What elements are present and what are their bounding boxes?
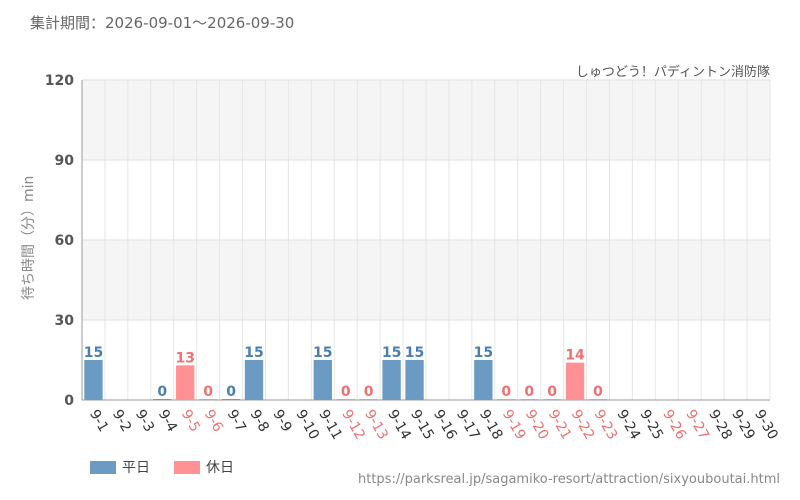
x-tick-label: 9-14	[384, 407, 414, 443]
x-tick-label: 9-5	[178, 407, 203, 435]
x-tick-label: 9-26	[659, 407, 689, 443]
bar-9-23	[588, 399, 608, 400]
bar-9-21	[542, 399, 562, 400]
bar-9-19	[497, 399, 516, 400]
bar-9-13	[359, 399, 378, 400]
legend-weekday[interactable]: 平日	[90, 457, 150, 477]
bar-value-label: 0	[226, 384, 236, 400]
bar-9-15	[405, 360, 424, 400]
bar-9-8	[244, 360, 264, 400]
bar-value-label: 15	[244, 345, 263, 361]
x-tick-label: 9-2	[109, 407, 134, 435]
x-tick-label: 9-18	[476, 407, 506, 443]
x-tick-label: 9-16	[430, 407, 460, 443]
bar-value-label: 15	[84, 345, 103, 361]
bar-value-label: 0	[364, 384, 374, 400]
x-tick-label: 9-9	[269, 407, 294, 435]
bar-value-label: 14	[565, 348, 585, 364]
bar-value-label: 0	[547, 384, 557, 400]
bar-value-label: 0	[524, 384, 534, 400]
x-tick-label: 9-7	[224, 407, 249, 435]
source-url[interactable]: https://parksreal.jp/sagamiko-resort/att…	[358, 472, 780, 487]
bar-9-1	[84, 360, 103, 400]
x-tick-label: 9-10	[292, 407, 322, 443]
holiday-swatch	[174, 460, 200, 474]
x-tick-label: 9-30	[751, 407, 781, 443]
x-tick-label: 9-6	[201, 407, 226, 435]
x-tick-label: 9-29	[728, 407, 758, 443]
bar-value-label: 0	[203, 384, 213, 400]
y-tick-label: 90	[55, 153, 75, 169]
x-tick-label: 9-3	[132, 407, 157, 435]
x-tick-label: 9-25	[636, 407, 666, 443]
y-tick-label: 0	[64, 393, 74, 409]
legend-holiday-label: 休日	[206, 460, 234, 476]
bar-9-5	[176, 365, 195, 400]
x-tick-label: 9-4	[155, 407, 180, 435]
bar-9-22	[565, 362, 585, 400]
legend-weekday-label: 平日	[122, 460, 150, 476]
x-tick-label: 9-20	[522, 407, 552, 443]
bar-9-14	[382, 360, 401, 400]
y-tick-label: 60	[55, 233, 75, 249]
x-tick-label: 9-15	[407, 407, 437, 443]
period-label: 集計期間：2026-09-01～2026-09-30	[30, 14, 295, 32]
bar-value-label: 0	[593, 384, 603, 400]
x-tick-label: 9-12	[338, 407, 368, 443]
x-tick-label: 9-13	[361, 407, 391, 443]
bar-value-label: 13	[175, 350, 194, 366]
weekday-swatch	[90, 460, 116, 474]
x-tick-label: 9-22	[568, 407, 598, 443]
legend: 平日 休日	[90, 457, 234, 477]
x-tick-label: 9-19	[499, 407, 529, 443]
bar-value-label: 15	[313, 345, 332, 361]
bar-9-11	[313, 360, 332, 400]
x-tick-label: 9-11	[315, 407, 345, 443]
x-tick-label: 9-1	[86, 407, 111, 435]
x-tick-label: 9-17	[453, 407, 483, 443]
bar-value-label: 0	[501, 384, 511, 400]
bar-value-label: 15	[474, 345, 493, 361]
attraction-name: しゅつどう！パディントン消防隊	[575, 65, 770, 80]
y-tick-label: 30	[55, 313, 75, 329]
legend-holiday[interactable]: 休日	[174, 457, 234, 477]
bar-9-12	[336, 399, 355, 400]
bar-9-6	[198, 399, 218, 400]
x-tick-label: 9-24	[613, 407, 643, 443]
bar-value-label: 0	[157, 384, 167, 400]
bar-value-label: 15	[405, 345, 424, 361]
x-tick-label: 9-8	[247, 407, 272, 435]
bar-9-18	[474, 360, 493, 400]
x-tick-label: 9-28	[705, 407, 735, 443]
bar-value-label: 0	[341, 384, 351, 400]
bar-9-20	[520, 399, 539, 400]
bar-value-label: 15	[382, 345, 401, 361]
bar-9-4	[153, 399, 172, 400]
x-tick-label: 9-27	[682, 407, 712, 443]
x-tick-label: 9-23	[591, 407, 621, 443]
y-tick-label: 120	[45, 73, 74, 89]
x-tick-label: 9-21	[545, 407, 575, 443]
bar-9-7	[221, 399, 241, 400]
